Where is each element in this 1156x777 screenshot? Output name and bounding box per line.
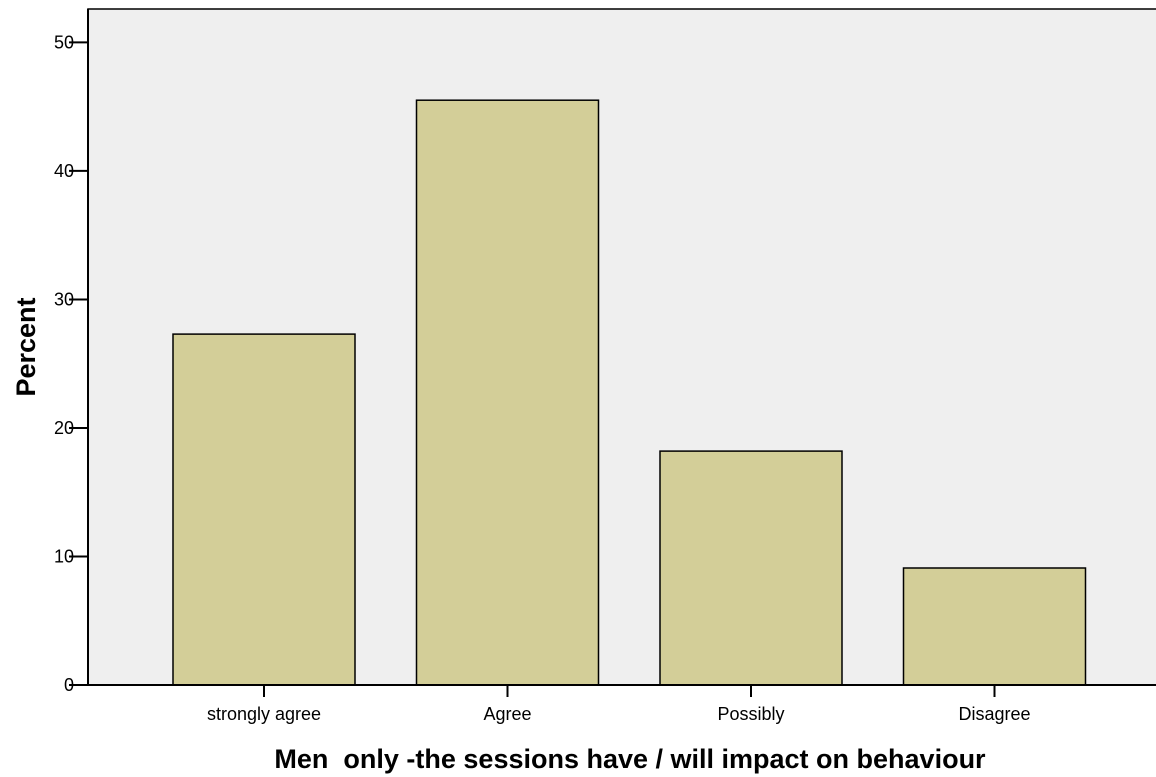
y-tick-label: 30 bbox=[54, 289, 74, 309]
bar bbox=[415, 99, 600, 686]
x-tick-label: Disagree bbox=[958, 704, 1030, 724]
y-tick-label: 0 bbox=[64, 675, 74, 695]
bar bbox=[172, 333, 356, 686]
bar bbox=[902, 567, 1087, 686]
y-axis: 0 10 20 30 40 50 bbox=[54, 9, 89, 695]
bar bbox=[659, 450, 843, 686]
y-tick-label: 40 bbox=[54, 161, 74, 181]
x-axis: strongly agree Agree Possibly Disagree bbox=[88, 684, 1156, 724]
y-tick-label: 10 bbox=[54, 546, 74, 566]
y-tick-label: 20 bbox=[54, 418, 74, 438]
y-tick-label: 50 bbox=[54, 32, 74, 52]
y-axis-title: Percent bbox=[11, 297, 41, 396]
x-tick-label: Agree bbox=[483, 704, 531, 724]
x-tick-label: strongly agree bbox=[207, 704, 321, 724]
x-tick-label: Possibly bbox=[717, 704, 784, 724]
x-axis-title: Men only -the sessions have / will impac… bbox=[274, 744, 986, 774]
